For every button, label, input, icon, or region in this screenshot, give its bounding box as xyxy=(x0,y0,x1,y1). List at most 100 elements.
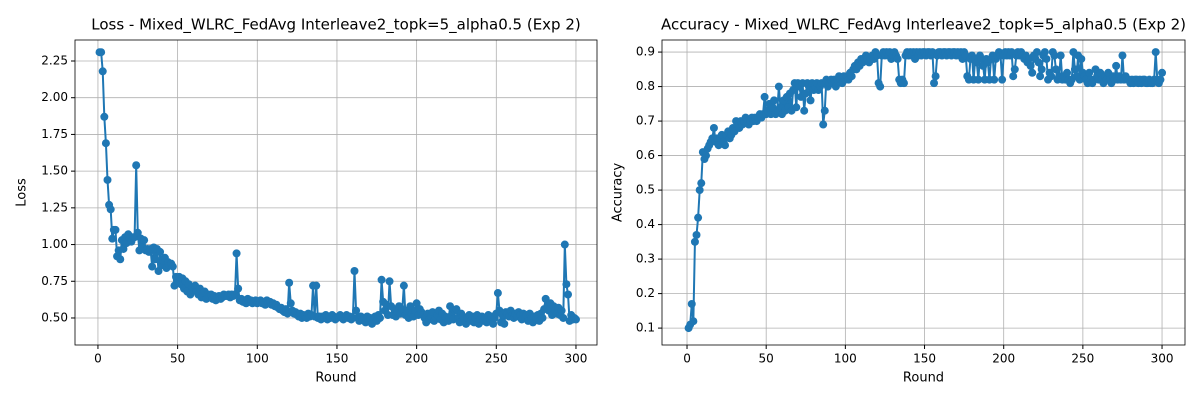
x-tick-label: 250 xyxy=(485,352,508,366)
data-point xyxy=(789,86,798,95)
data-point xyxy=(559,313,568,322)
data-point xyxy=(893,54,902,63)
y-tick-label: 0.7 xyxy=(636,114,655,128)
data-point xyxy=(1032,48,1041,57)
y-axis-label: Accuracy xyxy=(611,163,626,223)
data-point xyxy=(412,299,421,308)
y-tick-label: 1.00 xyxy=(41,237,68,251)
data-point xyxy=(1042,54,1051,63)
x-tick-label: 50 xyxy=(759,352,774,366)
data-point xyxy=(375,313,384,322)
data-point xyxy=(399,281,408,290)
data-point xyxy=(687,299,696,308)
data-point xyxy=(770,96,779,105)
data-point xyxy=(1085,68,1094,77)
data-point xyxy=(820,106,829,115)
y-axis-label: Loss xyxy=(15,178,30,207)
data-point xyxy=(350,266,359,275)
x-tick-label: 100 xyxy=(834,352,857,366)
y-tick-label: 0.2 xyxy=(636,286,655,300)
x-axis-label: Round xyxy=(903,371,944,386)
data-point xyxy=(721,141,730,150)
chart-title: Accuracy - Mixed_WLRC_FedAvg Interleave2… xyxy=(661,16,1186,35)
data-point xyxy=(876,82,885,91)
data-point xyxy=(154,266,163,275)
data-point xyxy=(571,315,580,324)
data-point xyxy=(232,249,241,258)
data-point xyxy=(1047,72,1056,81)
data-point xyxy=(97,48,106,57)
data-point xyxy=(562,280,571,289)
data-point xyxy=(697,179,706,188)
data-point xyxy=(1034,58,1043,67)
data-point xyxy=(1158,68,1167,77)
axes-frame xyxy=(661,39,1186,346)
data-point xyxy=(1151,48,1160,57)
data-point xyxy=(974,75,983,84)
data-point xyxy=(1010,65,1019,74)
y-tick-label: 1.75 xyxy=(41,127,68,141)
data-point xyxy=(1028,68,1037,77)
data-point xyxy=(792,103,801,112)
data-point xyxy=(709,123,718,132)
data-point xyxy=(111,225,120,234)
data-point xyxy=(801,89,810,98)
data-point xyxy=(1036,72,1045,81)
x-tick-label: 50 xyxy=(170,352,185,366)
y-tick-label: 0.5 xyxy=(636,183,655,197)
data-point xyxy=(564,290,572,299)
data-point xyxy=(557,306,566,315)
data-point xyxy=(899,79,908,88)
data-point xyxy=(1070,65,1079,74)
data-point xyxy=(116,255,125,264)
data-point xyxy=(1077,54,1086,63)
data-point xyxy=(103,175,112,184)
data-point xyxy=(1026,61,1035,70)
y-tick-label: 0.8 xyxy=(636,79,655,93)
data-point xyxy=(1118,51,1127,60)
y-tick-label: 1.50 xyxy=(41,164,68,178)
data-point xyxy=(500,319,509,328)
data-point xyxy=(1156,75,1165,84)
data-point xyxy=(156,247,165,256)
data-point xyxy=(690,237,699,246)
data-point xyxy=(990,75,999,84)
data-point xyxy=(1112,61,1121,70)
y-tick-label: 0.75 xyxy=(41,274,68,288)
data-point xyxy=(689,317,698,326)
data-point xyxy=(312,281,321,290)
data-point xyxy=(1051,65,1060,74)
data-point xyxy=(286,299,295,308)
data-point xyxy=(140,236,149,245)
data-point xyxy=(1037,65,1046,74)
x-tick-label: 150 xyxy=(326,352,349,366)
data-point xyxy=(108,234,117,243)
data-point xyxy=(538,313,547,322)
axes-frame xyxy=(74,39,598,346)
data-point xyxy=(1056,51,1065,60)
data-point xyxy=(819,120,828,129)
y-tick-label: 0.50 xyxy=(41,310,68,324)
y-tick-label: 2.25 xyxy=(41,53,68,67)
data-point xyxy=(98,67,107,76)
data-point xyxy=(692,230,701,239)
x-tick-label: 300 xyxy=(1151,352,1174,366)
y-tick-label: 0.9 xyxy=(636,45,655,59)
data-point xyxy=(930,79,939,88)
data-point xyxy=(234,284,243,293)
y-tick-label: 1.25 xyxy=(41,200,68,214)
y-tick-label: 2.00 xyxy=(41,90,68,104)
data-point xyxy=(806,96,815,105)
data-point xyxy=(800,106,809,115)
x-tick-label: 0 xyxy=(683,352,691,366)
y-tick-label: 0.4 xyxy=(636,217,655,231)
x-tick-label: 200 xyxy=(405,352,428,366)
data-point xyxy=(168,262,177,271)
x-tick-label: 300 xyxy=(565,352,588,366)
data-point xyxy=(847,72,856,81)
data-point xyxy=(132,161,141,170)
data-point xyxy=(133,228,142,237)
x-tick-label: 100 xyxy=(246,352,269,366)
